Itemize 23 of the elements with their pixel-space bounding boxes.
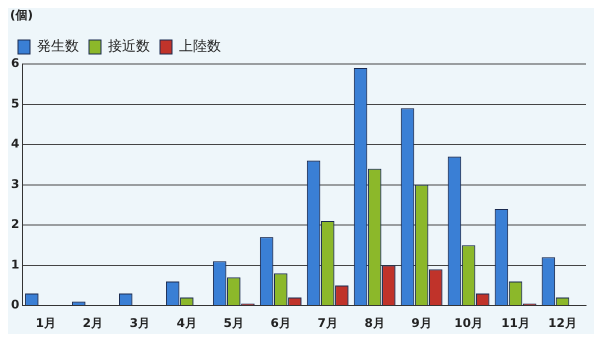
legend-label: 上陸数	[179, 38, 221, 55]
y-tick-label: 6	[10, 56, 20, 70]
y-tick-label: 0	[10, 298, 20, 312]
x-tick-label: 12月	[548, 316, 577, 330]
x-tick-label: 7月	[317, 316, 338, 330]
x-tick-label: 5月	[224, 316, 244, 330]
y-tick-label: 5	[10, 96, 20, 110]
legend-label: 発生数	[37, 38, 79, 55]
x-tick-label: 11月	[501, 316, 530, 330]
y-axis-title: (個)	[10, 8, 33, 22]
x-tick-label: 6月	[270, 316, 291, 330]
y-tick-label: 4	[10, 136, 20, 151]
x-tick-label: 1月	[36, 316, 56, 330]
y-tick-label: 1	[10, 257, 20, 272]
x-tick-label: 8月	[364, 316, 385, 330]
y-tick-label: 3	[10, 176, 20, 191]
x-tick-label: 9月	[411, 316, 432, 330]
x-tick-label: 3月	[130, 316, 150, 330]
x-tick-label: 10月	[454, 316, 483, 330]
legend-label: 接近数	[108, 38, 150, 55]
x-tick-label: 2月	[82, 316, 103, 330]
y-tick-label: 2	[10, 217, 20, 232]
x-tick-label: 4月	[176, 316, 197, 330]
